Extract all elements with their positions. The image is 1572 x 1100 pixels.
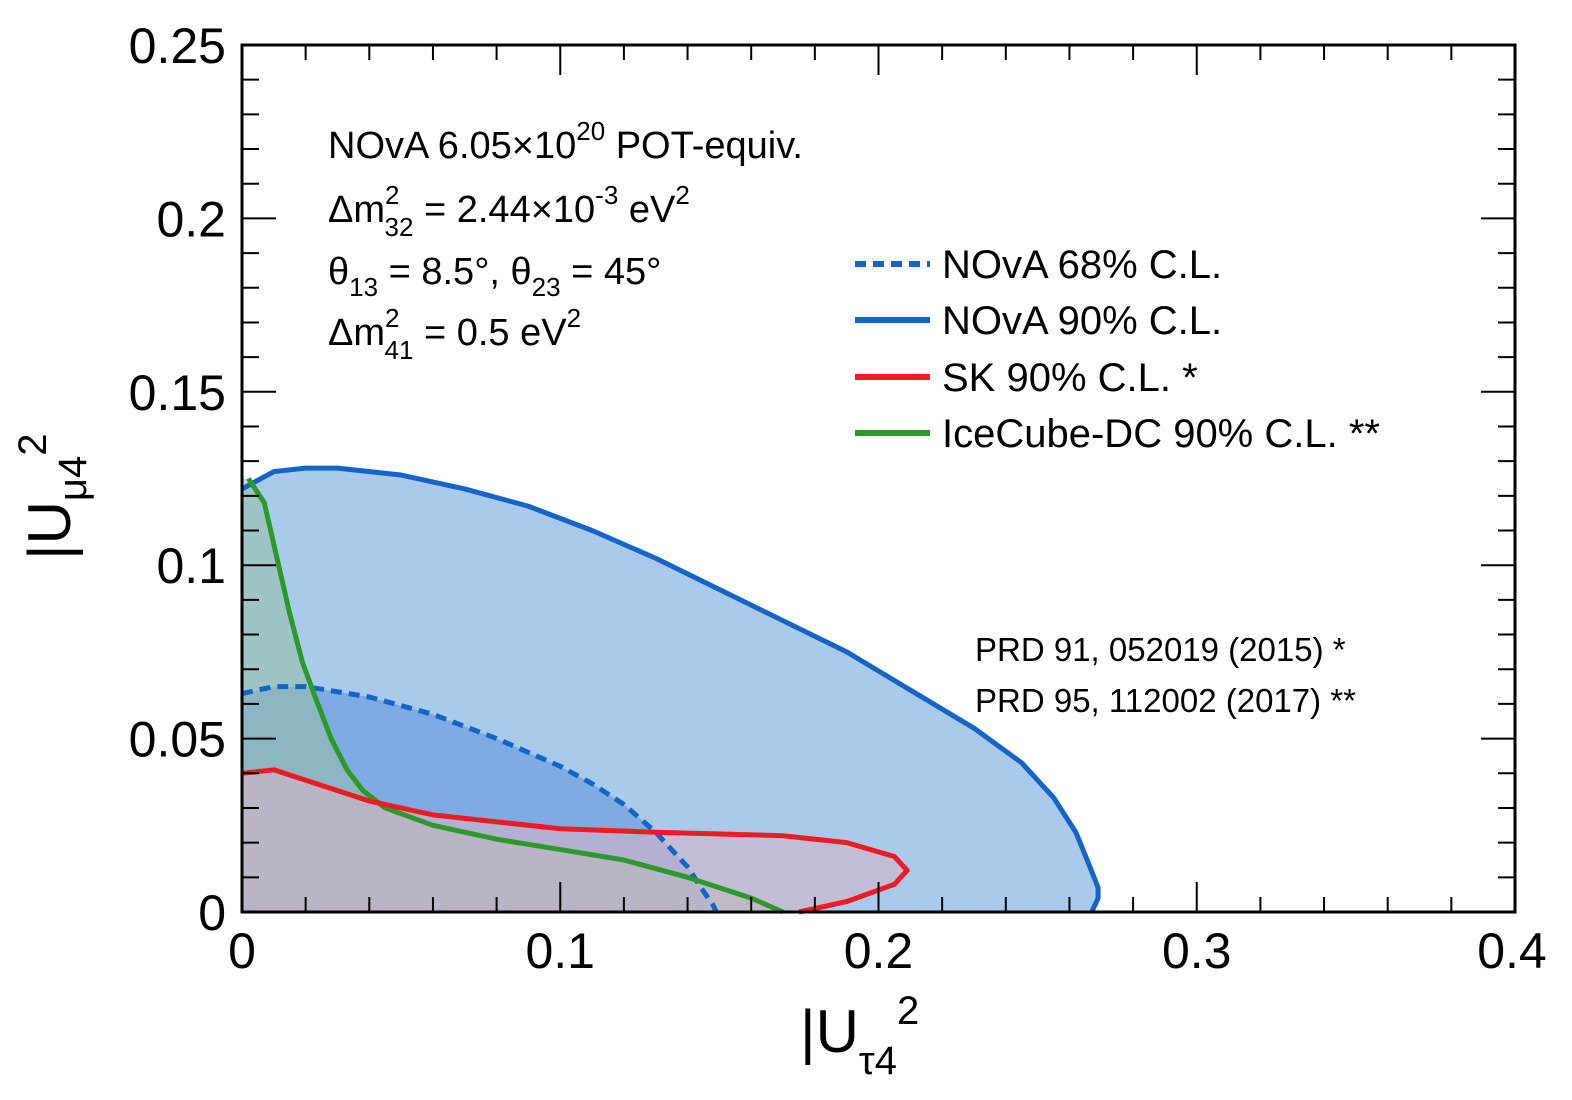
region-sk-90-c-l [242, 769, 908, 912]
contour-nova-90-c-l [240, 465, 1101, 914]
info-text-block: NOvA 6.05×1020 POT-equiv. Δm2 32 = 2.44×1… [328, 116, 803, 365]
y-tick-label: 0.25 [129, 18, 226, 74]
x-tick-label: 0.1 [525, 923, 595, 979]
legend-label-icecube-90: IceCube-DC 90% C.L. ** [942, 412, 1380, 456]
y-tick-label: 0.05 [129, 712, 226, 768]
contour-lines [240, 465, 1101, 915]
tick-labels: 0 0.1 0.2 0.3 0.4 0 0.05 0.1 0.15 0.2 0.25 [129, 18, 1547, 979]
reference-sk: PRD 91, 052019 (2015) * [975, 631, 1346, 668]
axis-ticks [241, 44, 1516, 913]
y-axis-title-main: |U [16, 501, 83, 560]
y-tick-label: 0.2 [156, 191, 226, 247]
legend-label-nova-68: NOvA 68% C.L. [942, 243, 1222, 287]
x-tick-label: 0.3 [1162, 923, 1232, 979]
info-line-dm41: Δm2 41 = 0.5 eV2 [328, 303, 581, 365]
y-axis-title: |Uμ42 [11, 434, 95, 560]
contour-nova-68-c-l [241, 684, 719, 914]
y-tick-label: 0 [198, 885, 226, 941]
contour-sk-90-c-l [241, 767, 910, 915]
y-axis-title-sub: μ4 [51, 456, 95, 501]
x-axis-title-main: |U [800, 998, 859, 1065]
y-axis-title-sup: 2 [11, 434, 55, 456]
x-axis-title-sup: 2 [897, 989, 919, 1033]
x-tick-label: 0.2 [844, 923, 914, 979]
legend-label-sk-90: SK 90% C.L. * [942, 356, 1198, 400]
reference-icecube: PRD 95, 112002 (2017) ** [975, 682, 1356, 719]
info-line-theta: θ13 = 8.5°, θ23 = 45° [328, 251, 661, 302]
legend: NOvA 68% C.L. NOvA 90% C.L. SK 90% C.L. … [855, 243, 1380, 456]
region-nova-90-c-l [242, 468, 1099, 912]
x-axis-title-sub: τ4 [859, 1039, 897, 1083]
y-tick-label: 0.1 [156, 538, 226, 594]
x-tick-label: 0 [228, 923, 256, 979]
info-line-dm32: Δm2 32 = 2.44×10-3 eV2 [328, 180, 690, 242]
x-tick-label: 0.4 [1477, 923, 1547, 979]
legend-label-nova-90: NOvA 90% C.L. [942, 299, 1222, 343]
contour-icecube-dc-90-c-l [246, 477, 785, 915]
info-line-exposure: NOvA 6.05×1020 POT-equiv. [328, 116, 803, 167]
y-tick-label: 0.15 [129, 365, 226, 421]
x-axis-title: |Uτ42 [800, 989, 919, 1083]
references: PRD 91, 052019 (2015) * PRD 95, 112002 (… [975, 631, 1356, 719]
